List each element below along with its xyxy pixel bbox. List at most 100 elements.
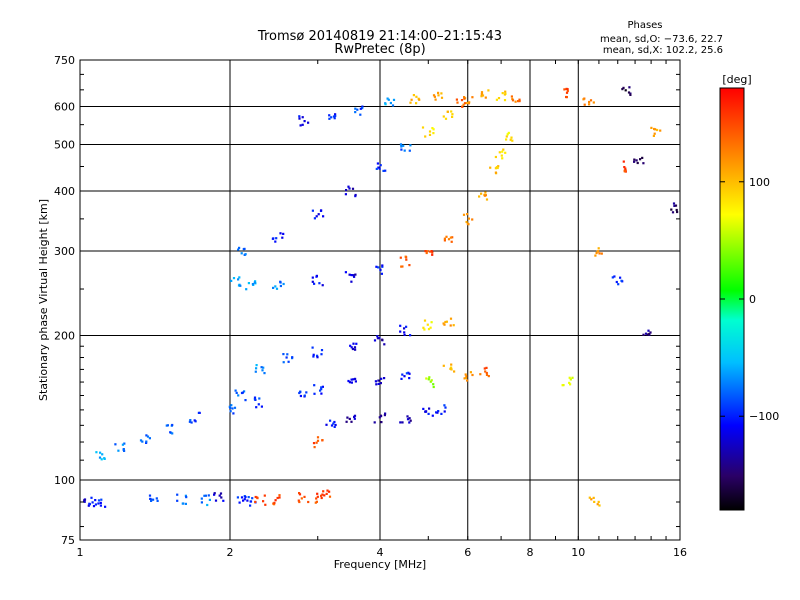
echo-point-1-0 (101, 453, 104, 456)
echo-point-0-9 (263, 494, 266, 497)
echo-point-6-0 (301, 123, 304, 126)
echo-point-0-12 (321, 493, 324, 496)
echo-point-0-8 (251, 497, 254, 500)
echo-point-4-9 (465, 220, 468, 224)
echo-point-2-6 (403, 331, 406, 334)
echo-point-4-12 (494, 155, 497, 159)
echo-point-7-3 (628, 86, 631, 89)
echo-point-0-5 (203, 494, 206, 497)
echo-point-7-1 (565, 95, 568, 99)
echo-point-6-0 (303, 120, 306, 123)
echo-point-5-8 (471, 96, 474, 99)
echo-point-7-6 (659, 129, 662, 132)
echo-point-4-2 (282, 282, 285, 286)
echo-point-1-0 (100, 458, 103, 461)
echo-point-4-10 (480, 192, 483, 195)
echo-point-4-9 (466, 222, 469, 225)
echo-point-1-1 (114, 443, 117, 446)
echo-point-1-9 (354, 377, 357, 380)
echo-point-1-6 (254, 398, 257, 401)
x-axis-label: Frequency [MHz] (334, 558, 426, 571)
echo-point-5-4 (377, 166, 380, 169)
echo-point-2-6 (409, 334, 412, 337)
echo-point-3-0 (313, 446, 316, 449)
echo-point-0-7 (244, 495, 247, 499)
echo-point-0-13 (322, 490, 325, 493)
echo-point-5-8 (467, 102, 470, 105)
echo-point-2-5 (383, 343, 386, 346)
echo-point-6-2 (361, 107, 364, 110)
echo-point-1-5 (230, 404, 233, 407)
echo-point-2-3 (320, 349, 324, 352)
echo-point-0-6 (220, 496, 223, 499)
echo-point-1-10 (377, 379, 380, 382)
echo-point-0-5 (206, 503, 209, 507)
echo-point-7-0 (514, 100, 517, 103)
echo-point-4-7 (430, 250, 433, 253)
echo-point-6-0 (299, 124, 302, 127)
echo-point-7-6 (653, 132, 656, 135)
echo-point-1-13 (450, 366, 453, 369)
echo-point-1-9 (350, 381, 353, 384)
echo-point-4-12 (501, 150, 504, 153)
echo-point-0-9 (262, 500, 265, 503)
echo-point-1-3 (171, 423, 174, 427)
echo-point-5-5 (403, 149, 406, 152)
echo-point-1-14 (465, 375, 468, 378)
echo-point-7-10 (644, 332, 648, 335)
echo-point-6-1 (333, 117, 336, 120)
echo-point-0-2 (104, 505, 107, 508)
echo-point-0-5 (200, 501, 203, 504)
echo-point-0-11 (297, 499, 300, 502)
echo-point-0-2 (99, 504, 102, 507)
echo-point-0-13 (325, 492, 328, 495)
echo-point-0-5 (208, 498, 211, 501)
echo-point-1-0 (95, 451, 98, 454)
echo-point-5-6 (428, 130, 432, 133)
echo-point-2-4 (354, 348, 357, 351)
echo-point-7-0 (518, 98, 521, 101)
echo-point-6-6 (461, 105, 464, 108)
echo-point-6-4 (410, 98, 413, 101)
echo-point-4-7 (424, 250, 427, 253)
echo-point-7-12 (592, 496, 595, 499)
echo-point-4-0 (232, 277, 236, 280)
echo-point-5-5 (400, 148, 403, 151)
echo-point-6-5 (437, 91, 440, 94)
echo-point-7-3 (624, 89, 627, 92)
echo-point-1-0 (103, 457, 106, 460)
echo-point-0-1 (87, 504, 90, 507)
echo-point-1-3 (171, 432, 174, 435)
echo-point-0-4 (181, 502, 184, 505)
echo-point-7-8 (598, 252, 601, 255)
echo-point-6-1 (334, 113, 337, 116)
echo-point-2-1 (260, 366, 263, 369)
echo-point-7-2 (583, 103, 586, 106)
echo-point-0-2 (97, 499, 101, 502)
echo-point-1-15 (487, 375, 490, 378)
echo-point-0-6 (213, 493, 216, 496)
echo-point-1-15 (485, 366, 488, 369)
echo-point-2-4 (349, 344, 352, 347)
echo-point-4-4 (344, 271, 347, 274)
echo-point-1-1 (121, 443, 124, 446)
echo-point-0-10 (274, 499, 277, 502)
echo-point-1-10 (377, 382, 380, 385)
echo-point-7-2 (589, 99, 593, 102)
echo-point-5-2 (311, 209, 314, 212)
echo-point-0-13 (326, 489, 329, 492)
echo-point-1-11 (401, 373, 404, 376)
echo-point-4-2 (279, 280, 282, 283)
echo-point-1-13 (453, 370, 456, 373)
echo-point-1-3 (165, 424, 168, 427)
echo-point-7-0 (517, 100, 520, 103)
echo-point-0-1 (94, 499, 97, 502)
echo-point-5-2 (317, 213, 320, 216)
echo-point-0-10 (278, 494, 281, 497)
echo-point-6-0 (301, 116, 304, 119)
echo-point-7-5 (642, 162, 645, 165)
echo-point-4-5 (381, 264, 384, 267)
echo-point-5-4 (376, 162, 379, 165)
echo-point-0-3 (150, 499, 153, 502)
echo-point-1-12 (432, 383, 435, 386)
